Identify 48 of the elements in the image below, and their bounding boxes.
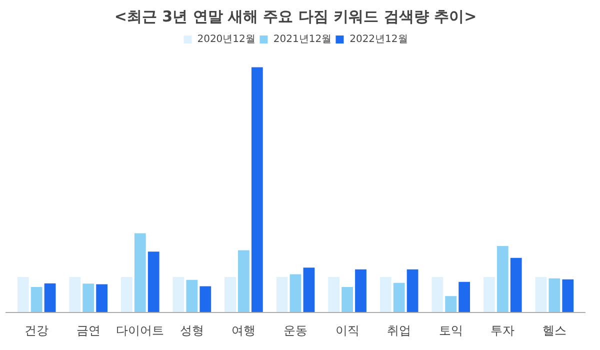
bar [406,269,418,312]
bar [355,269,366,312]
bar [82,284,94,312]
bar [200,286,212,312]
bar [496,246,508,312]
bar [342,286,353,312]
bar [535,276,547,312]
bar [432,276,444,312]
x-tick-label: 헬스 [542,324,566,338]
bar [562,279,574,312]
bar [380,276,392,312]
bar [148,252,160,312]
legend-label: 2022년12월 [350,33,408,46]
bar [276,276,288,312]
legend-label: 2021년12월 [273,33,332,46]
bar [186,280,198,312]
x-tick-label: 건강 [24,324,49,338]
bar [69,276,81,312]
bar [251,67,263,312]
bar [328,276,340,312]
bar [30,286,42,312]
bar [238,250,250,312]
bar [224,276,236,312]
bar [44,283,56,312]
bar [17,276,29,312]
bar [483,276,495,312]
bar [172,276,184,312]
bar [96,284,108,312]
bar [510,258,522,312]
chart-title: <최근 3년 연말 새해 주요 다짐 키워드 검색량 추이> [114,8,477,26]
bar [548,278,560,312]
bar [445,296,457,312]
x-tick-label: 취업 [387,324,412,338]
bar [393,282,405,312]
bar [134,233,146,312]
x-tick-label: 다이어트 [116,324,164,338]
x-tick-label: 이직 [335,324,360,338]
x-tick-label: 토익 [438,324,463,338]
legend-label: 2020년12월 [197,33,256,46]
bar [120,276,132,312]
bar [303,268,315,312]
x-tick-label: 운동 [284,324,308,338]
x-tick-label: 금연 [76,324,100,338]
x-tick-label: 투자 [490,324,515,338]
x-tick-label: 성형 [180,324,204,338]
x-tick-label: 여행 [232,324,256,338]
bar [458,282,470,312]
bar [290,274,302,312]
